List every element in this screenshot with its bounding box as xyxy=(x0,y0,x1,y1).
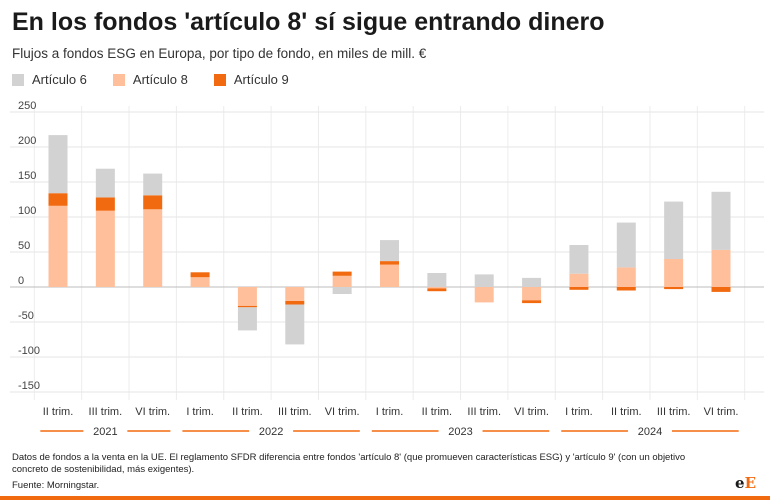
bar-articulo-6 xyxy=(664,201,684,259)
bar-articulo-8 xyxy=(474,287,494,303)
bar-articulo-6 xyxy=(616,222,636,268)
bar-articulo-8 xyxy=(48,205,68,287)
x-tick-label: VI trim. xyxy=(325,406,360,418)
bar-articulo-8 xyxy=(380,264,399,287)
bar-articulo-9 xyxy=(285,301,305,305)
bar-articulo-9 xyxy=(569,287,589,290)
x-tick-label: I trim. xyxy=(376,406,404,418)
bar-articulo-8 xyxy=(285,287,305,301)
chart-title: En los fondos 'artículo 8' sí sigue entr… xyxy=(12,8,605,36)
x-tick-label: II trim. xyxy=(232,406,263,418)
bar-articulo-8 xyxy=(143,209,163,287)
bar-articulo-9 xyxy=(143,195,163,210)
legend-swatch-articulo-6 xyxy=(12,73,24,86)
chart-subtitle: Flujos a fondos ESG en Europa, por tipo … xyxy=(12,46,427,61)
bar-articulo-9 xyxy=(48,193,68,206)
legend-label-articulo-6: Artículo 6 xyxy=(32,72,87,87)
bar-articulo-6 xyxy=(380,240,399,262)
bar-articulo-9 xyxy=(190,272,210,278)
logo-letter-e: e xyxy=(735,474,745,492)
stacked-bar-chart: -150 -100 -50 0 50 100 150 200 250 II trim. III tr… xyxy=(10,100,764,438)
legend-label-articulo-8: Artículo 8 xyxy=(132,72,188,87)
footnote: Datos de fondos a la venta en la UE. El … xyxy=(12,452,686,475)
y-tick-label: 100 xyxy=(18,205,36,217)
bar-articulo-8 xyxy=(427,287,447,289)
y-tick-label: 50 xyxy=(18,240,30,252)
bar-articulo-8 xyxy=(190,277,210,287)
bar-articulo-8 xyxy=(664,259,684,287)
bar-articulo-6 xyxy=(711,191,731,250)
bar-articulo-9 xyxy=(332,271,352,276)
source-note: Fuente: Morningstar. xyxy=(12,480,100,491)
bar-articulo-8 xyxy=(569,273,589,287)
bar-articulo-6 xyxy=(569,245,589,274)
y-tick-label: -150 xyxy=(18,380,40,392)
bar-articulo-9 xyxy=(664,287,684,290)
bar-articulo-6 xyxy=(95,168,115,198)
x-tick-label: VI trim. xyxy=(135,406,170,418)
x-tick-label: I trim. xyxy=(565,406,593,418)
legend-swatch-articulo-8 xyxy=(112,73,125,86)
legend-swatch-articulo-9 xyxy=(213,73,226,86)
bar-articulo-6 xyxy=(522,277,542,287)
bar-articulo-8 xyxy=(616,267,636,287)
bottom-accent-rule xyxy=(0,496,770,500)
year-group-label: 2021 xyxy=(93,426,117,438)
bar-articulo-6 xyxy=(143,173,163,196)
bar-articulo-9 xyxy=(427,288,447,292)
bar-articulo-8 xyxy=(522,287,542,301)
bar-articulo-6 xyxy=(285,304,305,345)
bar-articulo-9 xyxy=(237,305,257,308)
bar-articulo-9 xyxy=(522,300,542,304)
x-tick-label: VI trim. xyxy=(514,406,549,418)
bar-articulo-8 xyxy=(332,275,352,287)
year-group-label: 2024 xyxy=(638,426,662,438)
bar-articulo-6 xyxy=(332,287,352,294)
y-tick-label: -50 xyxy=(18,310,34,322)
bar-articulo-6 xyxy=(48,135,68,194)
bar-articulo-9 xyxy=(380,261,399,265)
legend-item-articulo-9: Artículo 9 xyxy=(213,72,289,87)
x-tick-label: II trim. xyxy=(43,406,74,418)
bar-articulo-9 xyxy=(711,287,731,292)
bar-articulo-8 xyxy=(95,210,115,287)
x-tick-label: VI trim. xyxy=(704,406,739,418)
y-tick-label: 0 xyxy=(18,275,24,287)
legend-item-articulo-6: Artículo 6 xyxy=(12,72,87,87)
y-tick-label: 250 xyxy=(18,100,36,112)
bar-articulo-6 xyxy=(474,274,494,287)
legend-label-articulo-9: Artículo 9 xyxy=(233,72,289,87)
logo-letter-accent: E xyxy=(744,474,756,492)
legend-item-articulo-8: Artículo 8 xyxy=(112,72,188,87)
bar-articulo-9 xyxy=(616,287,636,291)
publisher-logo: eE xyxy=(735,474,756,492)
x-tick-label: III trim. xyxy=(89,406,123,418)
bar-articulo-6 xyxy=(237,307,257,331)
bar-articulo-6 xyxy=(427,273,447,287)
y-tick-label: 200 xyxy=(18,135,36,147)
year-group-label: 2023 xyxy=(448,426,472,438)
x-tick-label: II trim. xyxy=(611,406,642,418)
x-tick-label: III trim. xyxy=(278,406,312,418)
x-tick-label: II trim. xyxy=(422,406,453,418)
bar-articulo-9 xyxy=(95,197,115,211)
year-group-label: 2022 xyxy=(259,426,283,438)
legend: Artículo 6 Artículo 8 Artículo 9 xyxy=(12,72,289,87)
y-tick-label: 150 xyxy=(18,170,36,182)
bar-articulo-8 xyxy=(237,287,257,306)
x-tick-label: I trim. xyxy=(186,406,214,418)
y-tick-label: -100 xyxy=(18,345,40,357)
bar-articulo-8 xyxy=(711,249,731,287)
x-tick-label: III trim. xyxy=(467,406,501,418)
x-tick-label: III trim. xyxy=(657,406,691,418)
